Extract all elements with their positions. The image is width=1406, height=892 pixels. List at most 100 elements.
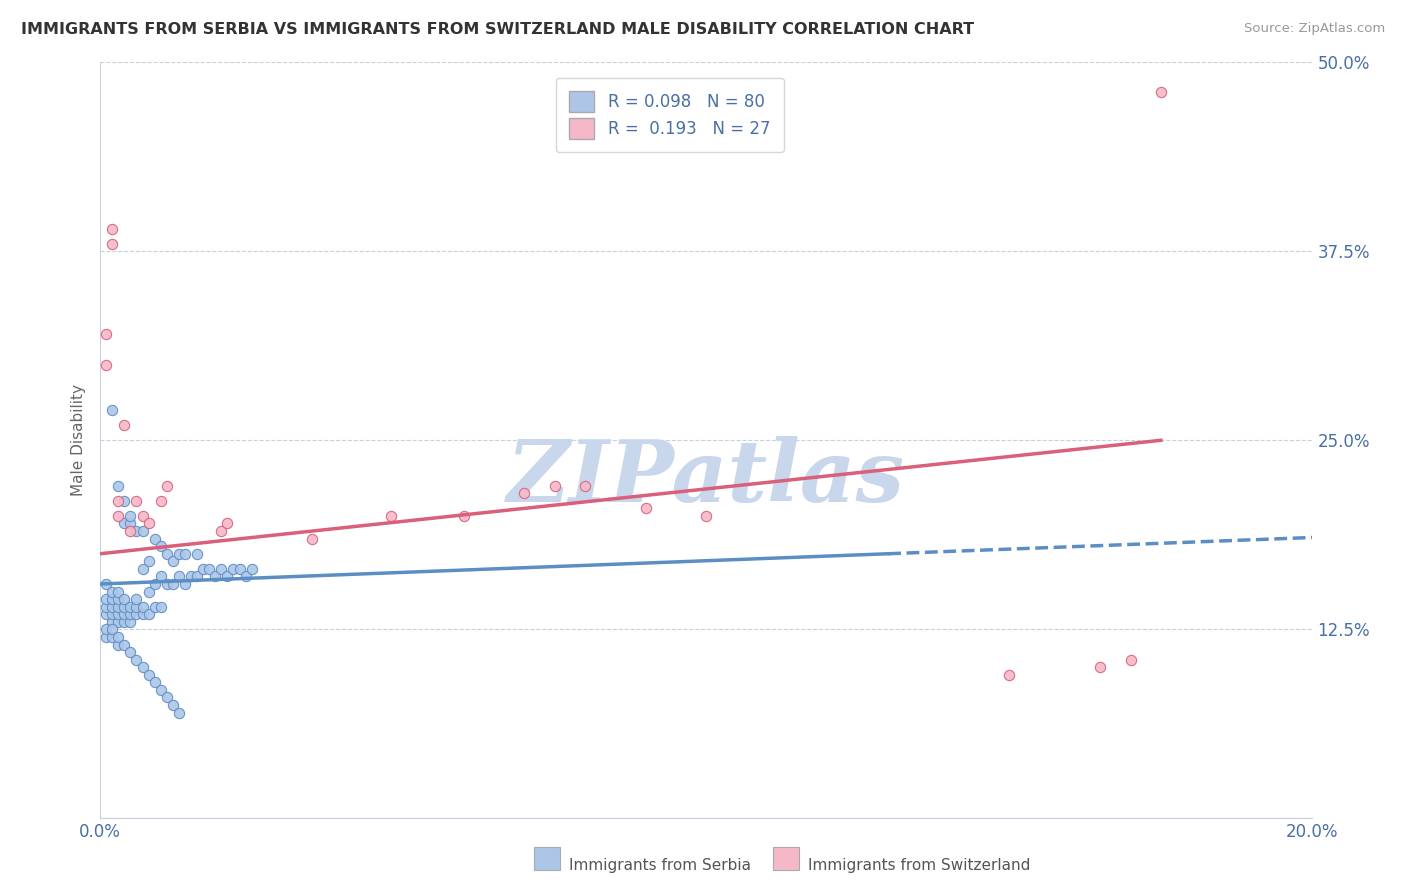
- Point: [1090, 660, 1112, 674]
- Text: Source: ZipAtlas.com: Source: ZipAtlas.com: [1244, 22, 1385, 36]
- Point: [174, 577, 197, 591]
- Point: [193, 562, 215, 576]
- Point: [107, 508, 129, 523]
- Point: [96, 327, 118, 342]
- Point: [101, 607, 124, 622]
- Point: [167, 706, 190, 720]
- Point: [125, 524, 148, 538]
- Point: [96, 358, 118, 372]
- Point: [107, 630, 129, 644]
- Point: [131, 607, 153, 622]
- Point: [143, 577, 166, 591]
- Point: [380, 508, 402, 523]
- Point: [634, 501, 657, 516]
- Point: [112, 418, 135, 433]
- Point: [149, 569, 172, 583]
- Point: [101, 221, 124, 235]
- Point: [204, 569, 226, 583]
- Point: [125, 652, 148, 666]
- Point: [513, 486, 536, 500]
- Point: [101, 630, 124, 644]
- Text: Immigrants from Switzerland: Immigrants from Switzerland: [808, 858, 1031, 872]
- Point: [186, 547, 208, 561]
- Point: [138, 584, 160, 599]
- Bar: [773, 847, 799, 870]
- Point: [101, 623, 124, 637]
- Point: [228, 562, 250, 576]
- Point: [149, 682, 172, 697]
- Point: [574, 478, 596, 492]
- Point: [240, 562, 263, 576]
- Point: [138, 667, 160, 681]
- Point: [162, 577, 184, 591]
- Point: [143, 675, 166, 690]
- Point: [301, 532, 323, 546]
- Point: [131, 562, 153, 576]
- Point: [131, 508, 153, 523]
- Point: [107, 478, 129, 492]
- Point: [107, 493, 129, 508]
- Point: [96, 577, 118, 591]
- Point: [120, 516, 142, 531]
- Point: [131, 599, 153, 614]
- Point: [112, 493, 135, 508]
- Point: [101, 615, 124, 629]
- Point: [138, 607, 160, 622]
- Point: [162, 698, 184, 712]
- Point: [112, 615, 135, 629]
- Point: [107, 599, 129, 614]
- Text: ZIPatlas: ZIPatlas: [508, 436, 905, 520]
- Point: [120, 615, 142, 629]
- Point: [138, 516, 160, 531]
- Point: [120, 524, 142, 538]
- Point: [167, 547, 190, 561]
- Point: [209, 524, 232, 538]
- Point: [101, 599, 124, 614]
- Point: [107, 584, 129, 599]
- Point: [112, 516, 135, 531]
- Point: [174, 547, 197, 561]
- Point: [107, 615, 129, 629]
- Point: [107, 638, 129, 652]
- Point: [149, 539, 172, 553]
- Point: [235, 569, 257, 583]
- Point: [120, 508, 142, 523]
- Bar: [534, 847, 560, 870]
- Point: [96, 607, 118, 622]
- Point: [186, 569, 208, 583]
- Point: [198, 562, 221, 576]
- Point: [112, 599, 135, 614]
- Point: [149, 599, 172, 614]
- Text: Immigrants from Serbia: Immigrants from Serbia: [569, 858, 751, 872]
- Point: [112, 607, 135, 622]
- Point: [120, 607, 142, 622]
- Point: [1150, 86, 1173, 100]
- Point: [217, 516, 239, 531]
- Point: [131, 660, 153, 674]
- Point: [998, 667, 1021, 681]
- Point: [156, 547, 179, 561]
- Point: [156, 577, 179, 591]
- Point: [143, 532, 166, 546]
- Text: IMMIGRANTS FROM SERBIA VS IMMIGRANTS FROM SWITZERLAND MALE DISABILITY CORRELATIO: IMMIGRANTS FROM SERBIA VS IMMIGRANTS FRO…: [21, 22, 974, 37]
- Point: [120, 645, 142, 659]
- Y-axis label: Male Disability: Male Disability: [72, 384, 86, 496]
- Point: [112, 638, 135, 652]
- Point: [167, 569, 190, 583]
- Point: [1119, 652, 1142, 666]
- Point: [125, 607, 148, 622]
- Point: [453, 508, 475, 523]
- Point: [101, 403, 124, 417]
- Point: [107, 607, 129, 622]
- Point: [125, 493, 148, 508]
- Point: [125, 599, 148, 614]
- Point: [101, 584, 124, 599]
- Point: [222, 562, 245, 576]
- Point: [138, 554, 160, 568]
- Point: [120, 599, 142, 614]
- Point: [156, 478, 179, 492]
- Point: [112, 592, 135, 607]
- Point: [96, 599, 118, 614]
- Point: [101, 236, 124, 251]
- Legend: R = 0.098   N = 80, R =  0.193   N = 27: R = 0.098 N = 80, R = 0.193 N = 27: [557, 78, 783, 152]
